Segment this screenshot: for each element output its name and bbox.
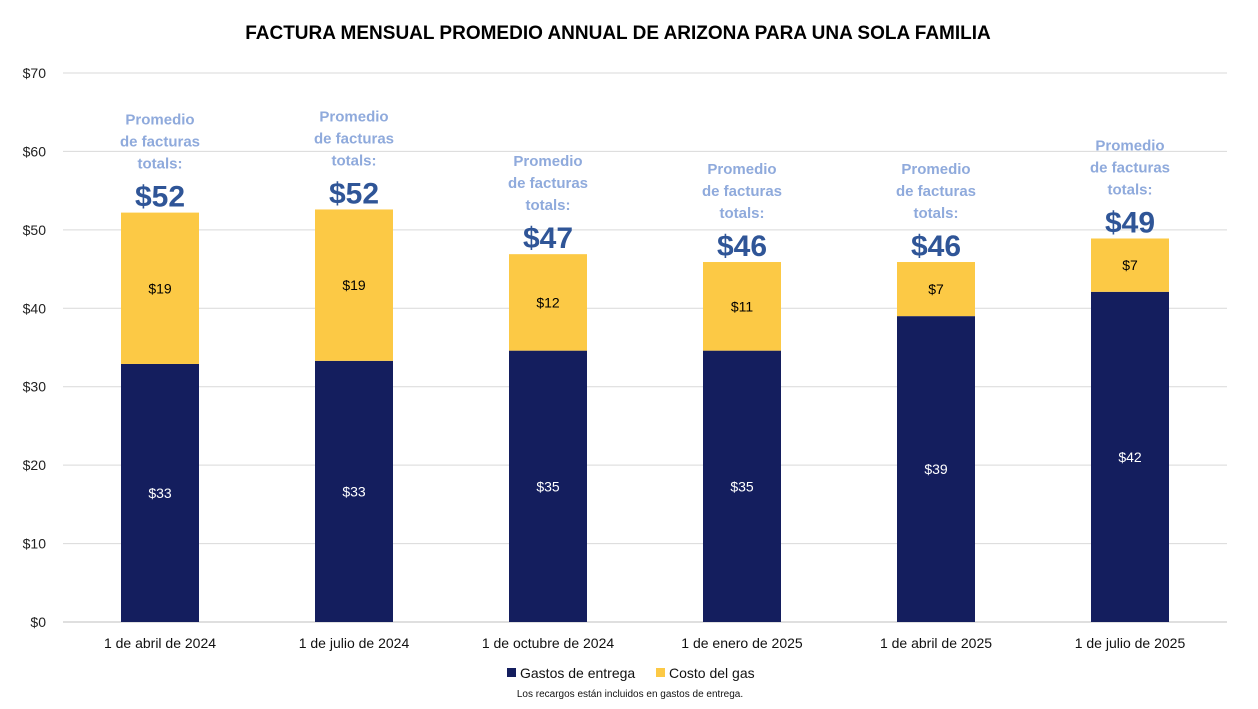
gridlines bbox=[63, 72, 1227, 623]
total-label: $46 bbox=[911, 230, 961, 263]
bar-segment bbox=[121, 363, 199, 622]
data-label: $33 bbox=[342, 483, 366, 499]
footnote: Los recargos están incluidos en gastos d… bbox=[517, 689, 743, 700]
y-tick-label: $0 bbox=[30, 614, 46, 630]
data-label: $35 bbox=[536, 478, 560, 494]
total-label: $46 bbox=[717, 230, 767, 263]
annotation-line: Promedio bbox=[125, 112, 194, 129]
annotation-line: totals: bbox=[332, 152, 377, 169]
data-label: $39 bbox=[924, 461, 948, 477]
total-annotations: $52 Promedio de facturas totals: $52 Promedio… bbox=[120, 108, 1170, 263]
data-label: $19 bbox=[342, 277, 366, 293]
data-label: $35 bbox=[730, 478, 754, 494]
annotation-line: de facturas bbox=[508, 175, 588, 192]
x-tick-label: 1 de enero de 2025 bbox=[681, 635, 803, 651]
total-label: $52 bbox=[135, 181, 185, 214]
bar-segment bbox=[315, 209, 393, 361]
legend: Gastos de entrega Costo del gas bbox=[507, 665, 755, 681]
legend-label: Costo del gas bbox=[669, 665, 755, 681]
bar-segment bbox=[315, 360, 393, 622]
y-tick-label: $30 bbox=[23, 379, 47, 395]
y-tick-label: $50 bbox=[23, 222, 47, 238]
data-label: $12 bbox=[536, 294, 560, 310]
bar-segment bbox=[703, 350, 781, 622]
annotation-line: de facturas bbox=[896, 183, 976, 200]
bar-segment bbox=[509, 350, 587, 622]
annotation-line: totals: bbox=[914, 205, 959, 222]
x-axis: 1 de abril de 2024 1 de julio de 2024 1 de… bbox=[104, 635, 1186, 651]
chart-title: FACTURA MENSUAL PROMEDIO ANNUAL DE ARIZO… bbox=[245, 23, 991, 44]
y-tick-label: $70 bbox=[23, 65, 47, 81]
data-label: $7 bbox=[928, 281, 944, 297]
annotation-line: de facturas bbox=[120, 134, 200, 151]
x-tick-label: 1 de julio de 2025 bbox=[1075, 635, 1186, 651]
data-label: $19 bbox=[148, 280, 172, 296]
x-tick-label: 1 de julio de 2024 bbox=[299, 635, 410, 651]
annotation-line: totals: bbox=[1108, 181, 1153, 198]
total-label: $47 bbox=[523, 222, 573, 255]
bar-segment bbox=[897, 262, 975, 317]
total-label: $52 bbox=[329, 177, 379, 210]
bar-segment bbox=[121, 212, 199, 364]
y-tick-label: $20 bbox=[23, 457, 47, 473]
data-label: $7 bbox=[1122, 257, 1138, 273]
data-label: $42 bbox=[1118, 449, 1142, 465]
annotation-line: totals: bbox=[526, 197, 571, 214]
annotation-line: de facturas bbox=[1090, 159, 1170, 176]
y-tick-label: $60 bbox=[23, 143, 47, 159]
x-tick-label: 1 de abril de 2024 bbox=[104, 635, 216, 651]
bars: $33 $19 $33 $19 $35 $12 $35 $11 $39 $7 $42 $7 bbox=[121, 209, 1169, 622]
data-label: $33 bbox=[148, 485, 172, 501]
x-tick-label: 1 de octubre de 2024 bbox=[482, 635, 615, 651]
annotation-line: Promedio bbox=[901, 161, 970, 178]
annotation-line: Promedio bbox=[513, 153, 582, 170]
annotation-line: de facturas bbox=[314, 130, 394, 147]
annotation-line: Promedio bbox=[1095, 137, 1164, 154]
x-tick-label: 1 de abril de 2025 bbox=[880, 635, 992, 651]
legend-label: Gastos de entrega bbox=[520, 665, 635, 681]
annotation-line: de facturas bbox=[702, 183, 782, 200]
bar-segment bbox=[1091, 238, 1169, 292]
bar-segment bbox=[897, 316, 975, 622]
bar-segment bbox=[703, 262, 781, 351]
y-tick-label: $40 bbox=[23, 300, 47, 316]
y-axis: $0 $10 $20 $30 $40 $50 $60 $70 bbox=[23, 65, 47, 630]
annotation-line: Promedio bbox=[707, 161, 776, 178]
bar-segment bbox=[509, 254, 587, 351]
y-tick-label: $10 bbox=[23, 536, 47, 552]
annotation-line: Promedio bbox=[319, 108, 388, 125]
total-label: $49 bbox=[1105, 206, 1155, 239]
data-label: $11 bbox=[731, 298, 754, 314]
legend-swatch bbox=[656, 668, 665, 677]
legend-swatch bbox=[507, 668, 516, 677]
annotation-line: totals: bbox=[720, 205, 765, 222]
bar-segment bbox=[1091, 291, 1169, 622]
annotation-line: totals: bbox=[138, 156, 183, 173]
